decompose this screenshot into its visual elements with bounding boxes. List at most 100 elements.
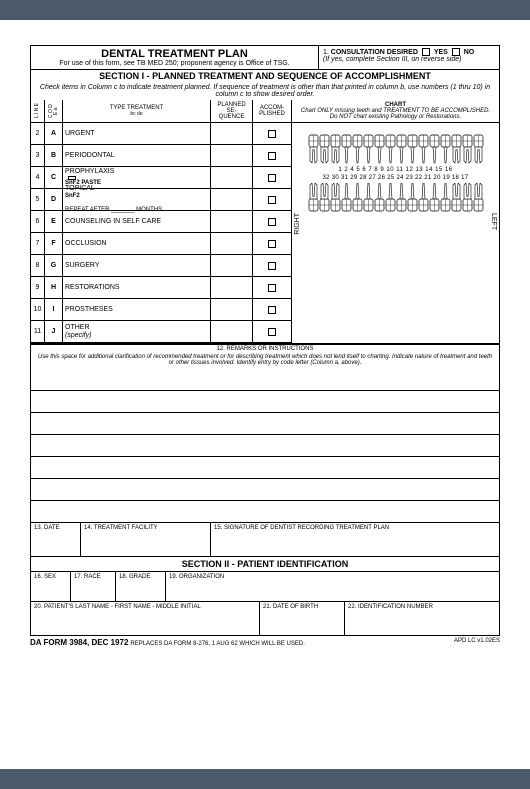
tooth-icon[interactable] bbox=[374, 129, 385, 165]
tooth-icon[interactable] bbox=[396, 129, 407, 165]
no-checkbox[interactable] bbox=[452, 48, 460, 56]
tooth-icon[interactable] bbox=[308, 183, 319, 219]
fields-16-19: 16. SEX 17. RACE 18. GRADE 19. ORGANIZAT… bbox=[30, 572, 500, 602]
tooth-icon[interactable] bbox=[385, 129, 396, 165]
tooth-icon[interactable] bbox=[363, 129, 374, 165]
line-num: 9 bbox=[31, 277, 45, 298]
field-idnum[interactable]: 22. IDENTIFICATION NUMBER bbox=[345, 602, 499, 635]
accomplished-cell[interactable] bbox=[253, 123, 291, 144]
field-org[interactable]: 19. ORGANIZATION bbox=[166, 572, 499, 601]
treatment-table: L I N E C O D E a TYPE TREATMENTbc de PL… bbox=[31, 100, 291, 343]
tooth-icon[interactable] bbox=[451, 183, 462, 219]
accomplished-checkbox[interactable] bbox=[268, 152, 276, 160]
accomplished-cell[interactable] bbox=[253, 167, 291, 188]
main-grid: L I N E C O D E a TYPE TREATMENTbc de PL… bbox=[30, 100, 500, 344]
accomplished-checkbox[interactable] bbox=[268, 284, 276, 292]
sequence-cell[interactable] bbox=[211, 277, 253, 298]
tooth-icon[interactable] bbox=[341, 183, 352, 219]
tooth-icon[interactable] bbox=[429, 129, 440, 165]
sequence-cell[interactable] bbox=[211, 189, 253, 210]
accomplished-checkbox[interactable] bbox=[268, 328, 276, 336]
tooth-icon[interactable] bbox=[451, 129, 462, 165]
tooth-icon[interactable] bbox=[440, 129, 451, 165]
tooth-icon[interactable] bbox=[385, 183, 396, 219]
blank-row[interactable] bbox=[30, 391, 500, 413]
sequence-cell[interactable] bbox=[211, 123, 253, 144]
tooth-icon[interactable] bbox=[352, 129, 363, 165]
form-number: DA FORM 3984, DEC 1972 bbox=[30, 638, 128, 647]
blank-row[interactable] bbox=[30, 369, 500, 391]
tooth-icon[interactable] bbox=[473, 129, 484, 165]
sequence-cell[interactable] bbox=[211, 233, 253, 254]
tooth-icon[interactable] bbox=[473, 183, 484, 219]
blank-row[interactable] bbox=[30, 457, 500, 479]
sequence-cell[interactable] bbox=[211, 299, 253, 320]
field-grade[interactable]: 18. GRADE bbox=[116, 572, 166, 601]
accomplished-checkbox[interactable] bbox=[268, 174, 276, 182]
blank-row[interactable] bbox=[30, 501, 500, 523]
field-sex[interactable]: 16. SEX bbox=[31, 572, 71, 601]
tooth-icon[interactable] bbox=[407, 129, 418, 165]
chart-body: RIGHT LEFT 1 2 4 5 6 7 8 9 10 11 12 13 1… bbox=[292, 123, 499, 323]
tooth-icon[interactable] bbox=[330, 129, 341, 165]
accomplished-checkbox[interactable] bbox=[268, 240, 276, 248]
lower-nums: 32 30 31 29 28 27 26 25 24 23 22 21 20 1… bbox=[296, 175, 495, 181]
blank-row[interactable] bbox=[30, 413, 500, 435]
field-facility[interactable]: 14. TREATMENT FACILITY bbox=[81, 523, 211, 556]
tooth-icon[interactable] bbox=[462, 129, 473, 165]
accomplished-checkbox[interactable] bbox=[268, 196, 276, 204]
accomplished-checkbox[interactable] bbox=[268, 262, 276, 270]
tooth-icon[interactable] bbox=[462, 183, 473, 219]
tooth-icon[interactable] bbox=[341, 129, 352, 165]
tooth-icon[interactable] bbox=[363, 183, 374, 219]
tooth-icon[interactable] bbox=[418, 129, 429, 165]
field-date[interactable]: 13. DATE bbox=[31, 523, 81, 556]
tooth-icon[interactable] bbox=[330, 183, 341, 219]
accomplished-cell[interactable] bbox=[253, 277, 291, 298]
accomplished-cell[interactable] bbox=[253, 233, 291, 254]
accomplished-checkbox[interactable] bbox=[268, 130, 276, 138]
tooth-icon[interactable] bbox=[407, 183, 418, 219]
treatment-type: OTHER (specify) bbox=[63, 321, 211, 342]
chart-header: CHART Chart ONLY missing teeth and TREAT… bbox=[292, 100, 499, 123]
blank-row[interactable] bbox=[30, 479, 500, 501]
accomplished-cell[interactable] bbox=[253, 211, 291, 232]
code-letter: F bbox=[45, 233, 63, 254]
tooth-icon[interactable] bbox=[374, 183, 385, 219]
tooth-icon[interactable] bbox=[308, 129, 319, 165]
accomplished-cell[interactable] bbox=[253, 145, 291, 166]
tooth-icon[interactable] bbox=[429, 183, 440, 219]
sequence-cell[interactable] bbox=[211, 255, 253, 276]
tooth-icon[interactable] bbox=[319, 183, 330, 219]
line-num: 3 bbox=[31, 145, 45, 166]
sequence-cell[interactable] bbox=[211, 167, 253, 188]
sequence-cell[interactable] bbox=[211, 211, 253, 232]
accomplished-checkbox[interactable] bbox=[268, 306, 276, 314]
field-signature[interactable]: 15. SIGNATURE OF DENTIST RECORDING TREAT… bbox=[211, 523, 499, 556]
blank-row[interactable] bbox=[30, 435, 500, 457]
tooth-icon[interactable] bbox=[440, 183, 451, 219]
accomplished-cell[interactable] bbox=[253, 189, 291, 210]
accomplished-cell[interactable] bbox=[253, 299, 291, 320]
accomplished-cell[interactable] bbox=[253, 321, 291, 342]
tooth-icon[interactable] bbox=[352, 183, 363, 219]
field-race[interactable]: 17. RACE bbox=[71, 572, 116, 601]
version-text: APD LC v1.02ES bbox=[454, 638, 500, 647]
col-seq: PLANNED SE- QUENCE bbox=[211, 100, 253, 122]
yes-checkbox[interactable] bbox=[422, 48, 430, 56]
tooth-icon[interactable] bbox=[418, 183, 429, 219]
field-dob[interactable]: 21. DATE OF BIRTH bbox=[260, 602, 345, 635]
tooth-icon[interactable] bbox=[396, 183, 407, 219]
tooth-icon[interactable] bbox=[319, 129, 330, 165]
form-page: DENTAL TREATMENT PLAN For use of this fo… bbox=[0, 20, 530, 769]
accomplished-cell[interactable] bbox=[253, 255, 291, 276]
sequence-cell[interactable] bbox=[211, 321, 253, 342]
chart-column: CHART Chart ONLY missing teeth and TREAT… bbox=[291, 100, 499, 343]
code-letter: B bbox=[45, 145, 63, 166]
accomplished-checkbox[interactable] bbox=[268, 218, 276, 226]
table-row: 2AURGENT bbox=[31, 123, 291, 145]
sequence-cell[interactable] bbox=[211, 145, 253, 166]
code-letter: H bbox=[45, 277, 63, 298]
field-name[interactable]: 20. PATIENT'S LAST NAME - FIRST NAME - M… bbox=[31, 602, 260, 635]
table-row: 5DTOPICAL SnF2REPEAT AFTER _______ MONTH… bbox=[31, 189, 291, 211]
